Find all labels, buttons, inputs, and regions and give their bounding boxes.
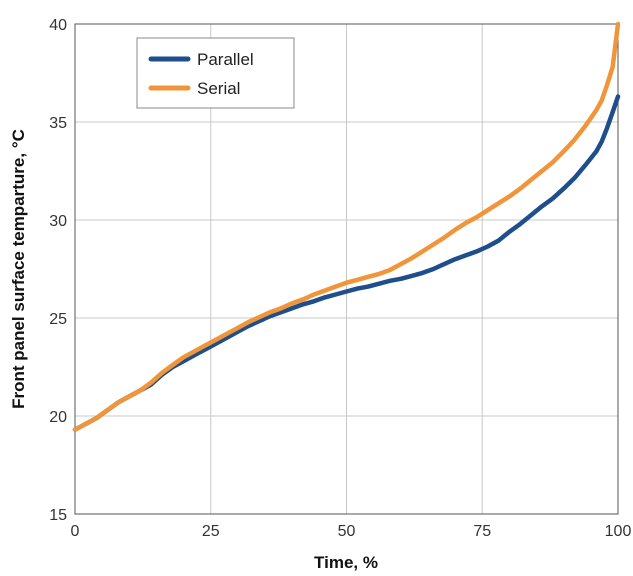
x-axis-title: Time, % (314, 553, 378, 572)
series-layer (72, 21, 621, 432)
y-axis-ticks: 15 20 25 30 35 40 (49, 17, 67, 524)
x-tick-label-25: 25 (202, 523, 220, 540)
y-tick-label-25: 25 (49, 311, 67, 328)
y-axis-title: Front panel surface temparture, °C (9, 129, 28, 409)
legend-label-serial: Serial (197, 79, 240, 98)
plot-area-frame (74, 23, 619, 515)
x-tick-label-100: 100 (605, 523, 632, 540)
y-tick-label-20: 20 (49, 409, 67, 426)
y-tick-label-40: 40 (49, 17, 67, 34)
series-line-serial (72, 21, 621, 432)
legend: Parallel Serial (136, 37, 295, 109)
x-tick-label-0: 0 (71, 523, 80, 540)
x-tick-label-50: 50 (338, 523, 356, 540)
legend-box (136, 37, 295, 109)
x-tick-label-75: 75 (473, 523, 491, 540)
legend-label-parallel: Parallel (197, 50, 254, 69)
y-tick-label-15: 15 (49, 507, 67, 524)
x-axis-ticks: 0 25 50 75 100 (71, 523, 632, 540)
y-tick-label-30: 30 (49, 213, 67, 230)
y-tick-label-35: 35 (49, 115, 67, 132)
